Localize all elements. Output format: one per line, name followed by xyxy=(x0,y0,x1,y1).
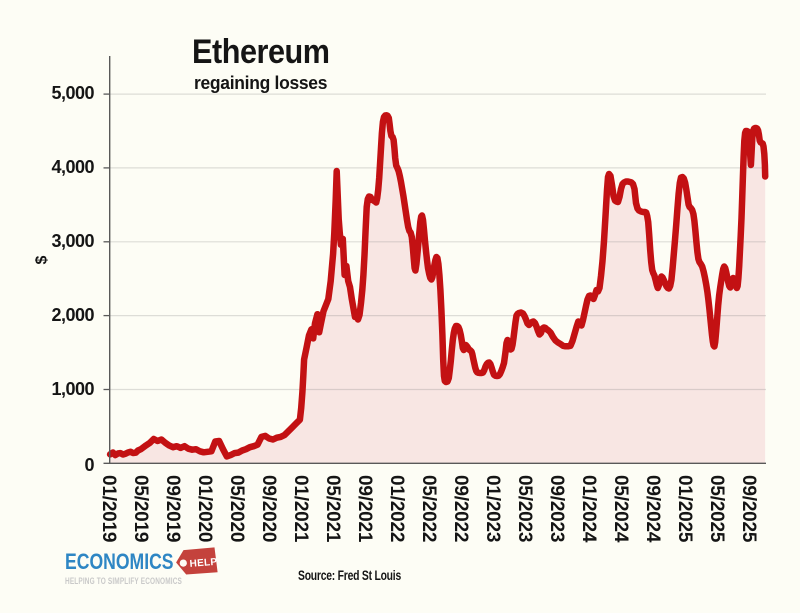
svg-text:HELP: HELP xyxy=(189,557,218,570)
